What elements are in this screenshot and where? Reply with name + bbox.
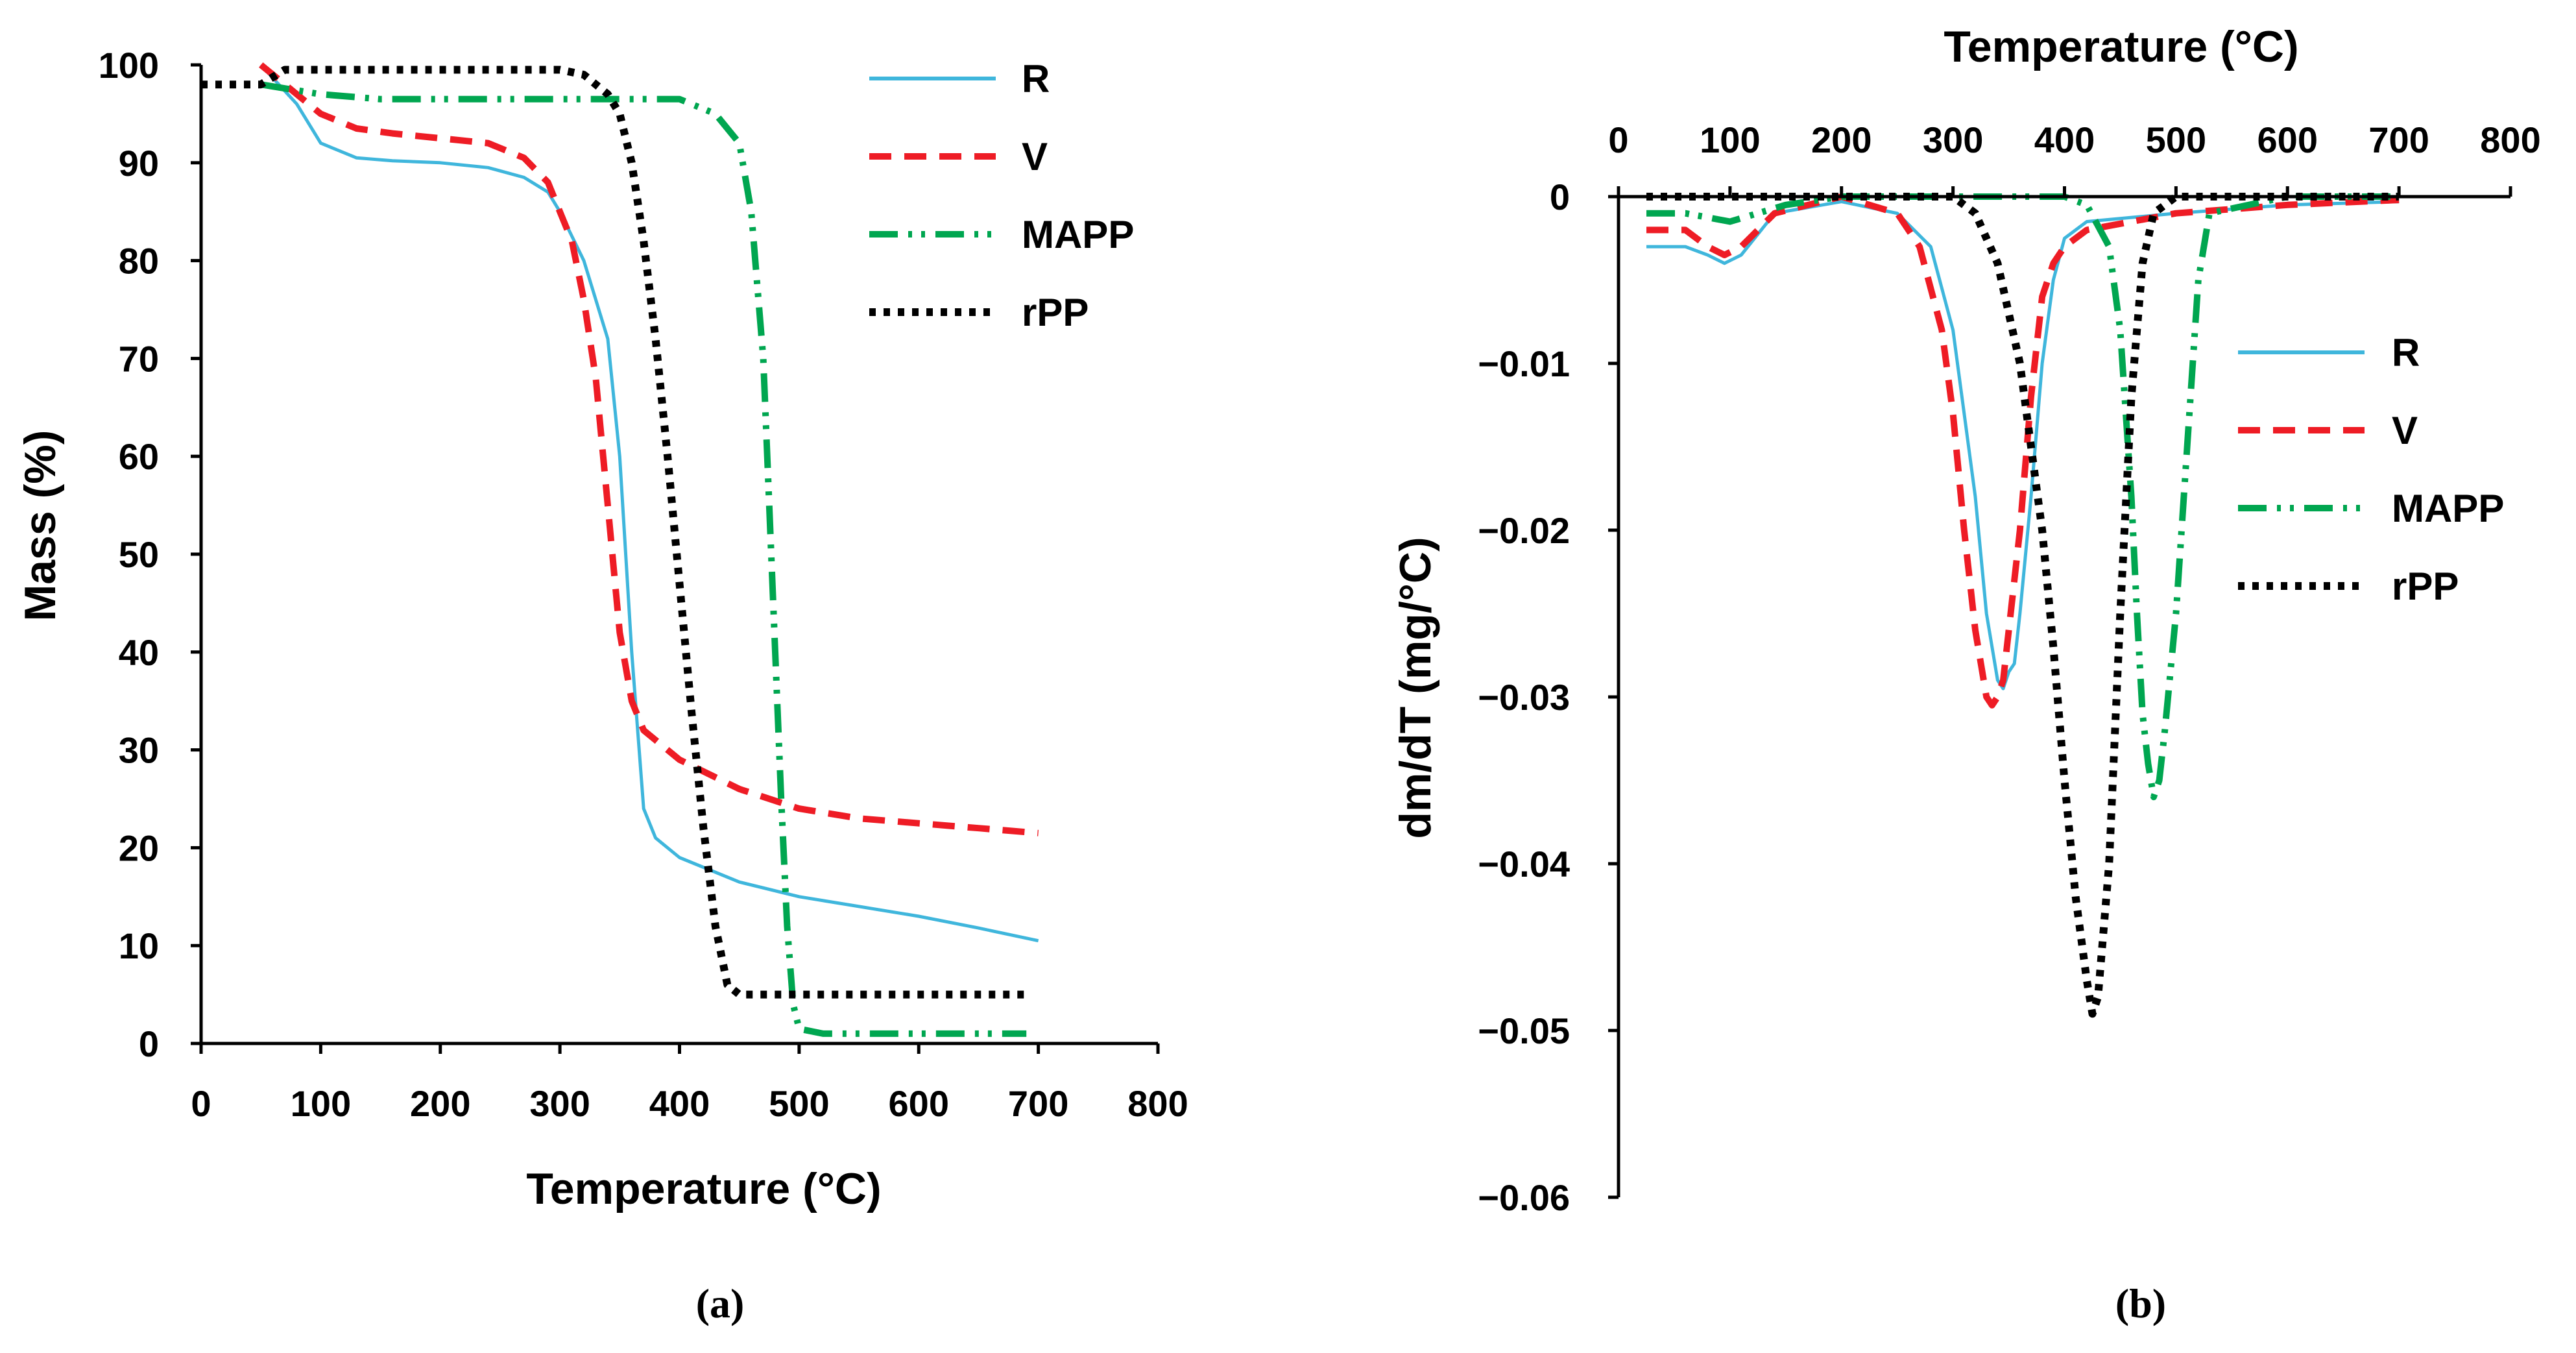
panel-a-legend-label-rPP: rPP <box>1022 291 1089 334</box>
panel-b-legend-label-MAPP: MAPP <box>2392 487 2504 530</box>
panel-a-x-tick-label: 200 <box>410 1083 470 1124</box>
panel-b-y-tick-label: −0.05 <box>1478 1010 1570 1051</box>
panel-b-y-tick-label: 0 <box>1550 177 1570 217</box>
panel-a-series-rPP-line <box>201 66 1027 999</box>
panel-a-caption: (a) <box>696 1280 745 1326</box>
panel-b-x-tick-label: 700 <box>2368 119 2429 160</box>
panel-b-chart: 0 100 200 300 400 500 600 700 800 0 −0.01 −0.02 −0.… <box>1391 22 2541 1326</box>
panel-b-y-tick-label: −0.01 <box>1478 343 1570 384</box>
panel-a-y-tick-label: 80 <box>119 241 159 282</box>
panel-a-y-tick-label: 40 <box>119 632 159 673</box>
panel-a-x-tick-label: 400 <box>649 1083 710 1124</box>
panel-b-legend-label-rPP: rPP <box>2392 565 2459 608</box>
panel-b-x-tick-label: 500 <box>2146 119 2206 160</box>
panel-a-y-tick-label: 60 <box>119 436 159 477</box>
panel-a-y-tick-label: 0 <box>139 1023 159 1064</box>
panel-b-series-R-line <box>1646 200 2400 690</box>
panel-b-x-tick-label: 200 <box>1811 119 1872 160</box>
panel-b-y-tick-label: −0.04 <box>1478 844 1570 884</box>
panel-a-y-tick-label: 10 <box>119 925 159 966</box>
panel-b-y-axis-title: dm/dT (mg/°C) <box>1391 537 1440 838</box>
panel-a-y-tick-label: 50 <box>119 534 159 575</box>
panel-b-series <box>1646 193 2400 1018</box>
panel-b-x-tick-label: 800 <box>2480 119 2540 160</box>
panel-a-legend-label-V: V <box>1022 135 1048 178</box>
panel-b-x-tick-label: 400 <box>2034 119 2095 160</box>
panel-a-series-V-line <box>259 62 1039 836</box>
panel-b-y-tick-label: −0.06 <box>1478 1177 1570 1218</box>
panel-a-y-tick-label: 20 <box>119 827 159 868</box>
panel-b-y-tick-label: −0.03 <box>1478 677 1570 718</box>
panel-b-series-V-line <box>1646 193 2400 709</box>
panel-b-legend-label-V: V <box>2392 409 2418 452</box>
panel-b-x-ticks: 0 100 200 300 400 500 600 700 800 <box>1608 119 2541 197</box>
panel-a-x-axis-title: Temperature (°C) <box>526 1164 881 1213</box>
panel-b-series-MAPP-line <box>1646 193 2400 801</box>
panel-a-y-ticks: 0 10 20 30 40 50 60 70 80 90 100 <box>99 45 201 1064</box>
panel-b-x-tick-label: 300 <box>1923 119 1983 160</box>
panel-a-x-tick-label: 800 <box>1127 1083 1188 1124</box>
panel-a-x-tick-label: 0 <box>191 1083 211 1124</box>
panel-a-x-tick-label: 300 <box>529 1083 590 1124</box>
panel-a-y-tick-label: 70 <box>119 338 159 379</box>
panel-a-legend: R V MAPP rPP <box>869 57 1134 334</box>
panel-a-y-axis-title: Mass (%) <box>16 430 65 622</box>
panel-a-y-tick-label: 30 <box>119 730 159 771</box>
panel-a-legend-label-R: R <box>1022 57 1050 101</box>
panel-a-series <box>201 62 1039 1037</box>
panel-a-y-tick-label: 90 <box>119 143 159 184</box>
panel-a-chart: 0 100 200 300 400 500 600 700 800 0 10 20 30 40 50 60 7… <box>16 45 1188 1326</box>
panel-a-series-R-line <box>259 64 1039 943</box>
panel-b-legend-label-R: R <box>2392 331 2420 374</box>
panel-a-x-tick-label: 100 <box>291 1083 351 1124</box>
panel-a-x-tick-label: 600 <box>889 1083 949 1124</box>
panel-a-x-ticks: 0 100 200 300 400 500 600 700 800 <box>191 1043 1188 1124</box>
panel-a-legend-label-MAPP: MAPP <box>1022 213 1134 256</box>
panel-b-x-tick-label: 100 <box>1700 119 1760 160</box>
panel-b-x-tick-label: 0 <box>1608 119 1628 160</box>
panel-b-y-ticks: 0 −0.01 −0.02 −0.03 −0.04 −0.05 −0.06 <box>1478 177 1619 1218</box>
panel-b-legend: R V MAPP rPP <box>2238 331 2504 608</box>
panel-b-caption: (b) <box>2115 1280 2166 1326</box>
panel-b-series-rPP-line <box>1646 193 2400 1018</box>
panel-b-x-axis-title: Temperature (°C) <box>1944 22 2298 71</box>
panel-a-y-tick-label: 100 <box>99 45 159 86</box>
panel-b-x-tick-label: 600 <box>2257 119 2318 160</box>
panel-b-y-tick-label: −0.02 <box>1478 510 1570 551</box>
panel-a-x-tick-label: 700 <box>1008 1083 1068 1124</box>
panel-a-x-tick-label: 500 <box>769 1083 829 1124</box>
